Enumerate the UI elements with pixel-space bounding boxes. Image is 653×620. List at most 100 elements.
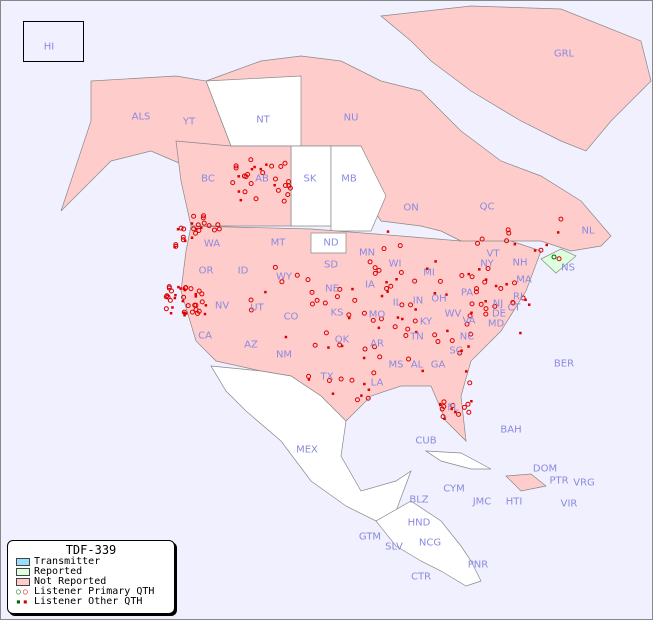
region-label-il: IL bbox=[392, 297, 402, 309]
listener-primary-marker bbox=[467, 313, 473, 319]
listener-other-marker bbox=[360, 394, 363, 397]
listener-primary-marker bbox=[281, 198, 287, 204]
listener-other-marker bbox=[556, 231, 560, 234]
listener-primary-marker bbox=[260, 170, 266, 176]
listener-primary-marker bbox=[511, 280, 517, 286]
legend-label: Reported bbox=[34, 566, 83, 577]
region-label-wi: WI bbox=[388, 258, 402, 270]
listener-other-marker bbox=[284, 335, 288, 339]
listener-primary-marker bbox=[506, 230, 512, 236]
region-label-sd: SD bbox=[323, 259, 339, 271]
region-label-nt: NT bbox=[256, 114, 270, 126]
region-label-tn: TN bbox=[410, 331, 424, 343]
square-marker-icon: ▪ ▪ bbox=[16, 597, 28, 606]
listener-other-marker bbox=[351, 287, 354, 291]
listener-other-marker bbox=[533, 249, 537, 252]
listener-primary-marker bbox=[473, 289, 479, 295]
region-label-nh: NH bbox=[512, 257, 528, 269]
region-label-al: AL bbox=[410, 359, 424, 371]
listener-other-marker bbox=[524, 298, 527, 302]
listener-primary-marker bbox=[309, 301, 315, 307]
listener-other-marker bbox=[367, 388, 371, 391]
region-label-nm: NM bbox=[275, 349, 293, 361]
listener-other-marker bbox=[434, 260, 437, 263]
listener-primary-marker bbox=[504, 238, 510, 244]
region-label-hti: HTI bbox=[505, 496, 523, 508]
listener-other-marker bbox=[203, 312, 207, 316]
listener-other-marker bbox=[396, 316, 400, 319]
listener-primary-marker bbox=[188, 286, 194, 292]
region-label-hi: HI bbox=[43, 41, 55, 53]
listener-other-marker bbox=[426, 267, 429, 270]
legend-not-reported: Not Reported bbox=[16, 577, 174, 587]
listener-primary-marker bbox=[469, 301, 475, 307]
listener-primary-marker bbox=[492, 303, 498, 309]
region-label-fl: FL bbox=[447, 402, 459, 414]
region-label-ri: RI bbox=[513, 291, 523, 303]
region-label-grl: GRL bbox=[553, 48, 575, 60]
listener-primary-marker bbox=[248, 297, 254, 303]
region-label-blz: BLZ bbox=[409, 494, 429, 506]
listener-other-marker bbox=[265, 163, 268, 166]
listener-primary-marker bbox=[294, 272, 300, 278]
listener-other-marker bbox=[179, 287, 182, 290]
legend-title: TDF-339 bbox=[65, 543, 117, 557]
legend-reported: Reported bbox=[16, 567, 174, 577]
region-mb bbox=[330, 145, 387, 232]
listener-primary-marker bbox=[412, 318, 418, 324]
listener-other-marker bbox=[173, 245, 176, 249]
listener-primary-marker bbox=[437, 278, 443, 284]
listener-primary-marker bbox=[474, 240, 480, 246]
listener-primary-marker bbox=[372, 265, 378, 271]
listener-primary-marker bbox=[464, 321, 470, 327]
listener-other-marker bbox=[237, 175, 240, 178]
listener-primary-marker bbox=[242, 189, 248, 195]
region-label-wv: WV bbox=[444, 308, 462, 320]
region-central-america bbox=[375, 500, 482, 587]
listener-primary-marker bbox=[338, 376, 344, 382]
listener-primary-marker bbox=[166, 285, 172, 291]
region-label-pnr: PNR bbox=[467, 559, 489, 571]
listener-primary-marker bbox=[403, 333, 409, 339]
listener-primary-marker bbox=[181, 226, 187, 232]
listener-other-marker bbox=[519, 331, 522, 335]
region-label-dom: DOM bbox=[532, 463, 558, 475]
listener-primary-marker bbox=[435, 339, 441, 345]
listener-primary-marker bbox=[510, 300, 516, 306]
region-label-ky: KY bbox=[419, 316, 433, 328]
region-label-oh: OH bbox=[431, 293, 447, 305]
listener-primary-marker bbox=[466, 409, 472, 415]
listener-other-marker bbox=[465, 370, 468, 373]
listener-primary-marker bbox=[230, 180, 236, 186]
listener-primary-marker bbox=[253, 196, 259, 202]
listener-primary-marker bbox=[372, 270, 378, 276]
not-reported-swatch bbox=[16, 578, 30, 586]
listener-other-marker bbox=[395, 278, 398, 281]
region-label-mo: MO bbox=[368, 309, 386, 321]
listener-other-marker bbox=[181, 299, 185, 303]
region-label-ut: UT bbox=[250, 302, 264, 314]
listener-primary-marker bbox=[367, 259, 373, 265]
listener-primary-marker bbox=[193, 306, 199, 312]
listener-primary-marker bbox=[405, 326, 411, 332]
listener-primary-marker bbox=[337, 342, 343, 348]
listener-primary-marker bbox=[185, 303, 191, 309]
listener-other-marker bbox=[194, 295, 198, 298]
region-label-bah: BAH bbox=[500, 424, 522, 436]
region-label-or: OR bbox=[198, 265, 214, 277]
region-label-la: LA bbox=[370, 377, 384, 389]
region-label-ga: GA bbox=[430, 359, 446, 371]
listener-other-marker bbox=[273, 183, 276, 187]
listener-primary-marker bbox=[312, 342, 318, 348]
region-label-nc: NC bbox=[459, 331, 475, 343]
listener-other-marker bbox=[259, 167, 263, 171]
region-label-id: ID bbox=[237, 265, 249, 277]
listener-primary-marker bbox=[233, 163, 239, 169]
listener-primary-marker bbox=[465, 401, 471, 407]
listener-primary-marker bbox=[432, 332, 438, 338]
listener-primary-marker bbox=[211, 227, 217, 233]
listener-primary-marker bbox=[483, 306, 489, 312]
region-nd bbox=[310, 232, 347, 254]
